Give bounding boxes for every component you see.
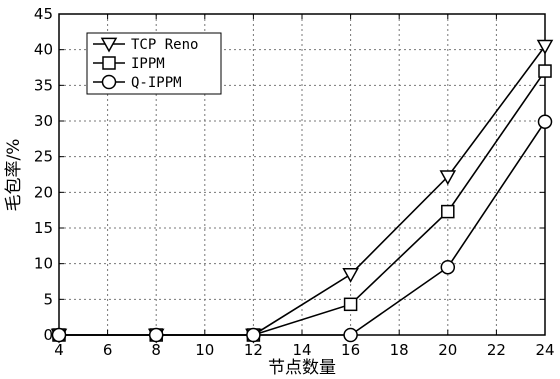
data-point-marker <box>343 297 358 312</box>
data-point-marker <box>342 268 359 283</box>
series-line <box>59 121 546 336</box>
y-tick-label: 5 <box>43 290 53 308</box>
x-tick-labels: 4 6 8 10 12 14 16 18 20 22 24 <box>54 341 554 359</box>
y-tick-label: 15 <box>34 219 53 237</box>
legend-marker <box>101 74 117 90</box>
y-tick-label: 20 <box>34 183 53 201</box>
y-axis-title: 毛包率/% <box>4 139 24 212</box>
legend-marker <box>100 37 118 53</box>
x-tick-label: 4 <box>54 341 64 359</box>
x-axis-title: 节点数量 <box>268 358 336 378</box>
x-tick-label: 16 <box>341 341 360 359</box>
data-point-marker <box>51 327 67 343</box>
legend-entry: IPPM <box>131 56 165 72</box>
x-tick-label: 10 <box>195 341 214 359</box>
legend-marker <box>102 56 116 70</box>
legend: TCP Reno IPPM Q-IPPM <box>86 32 222 95</box>
y-tick-label: 45 <box>34 5 53 23</box>
data-point-marker <box>246 327 261 343</box>
data-point-marker <box>148 327 164 343</box>
y-tick-label: 0 <box>43 326 53 344</box>
data-point-marker <box>536 39 554 55</box>
data-point-marker <box>440 259 456 275</box>
legend-entry: TCP Reno <box>131 37 198 53</box>
x-tick-label: 8 <box>151 341 161 359</box>
data-point-marker <box>537 114 553 129</box>
y-tick-label: 25 <box>34 148 53 166</box>
x-tick-label: 18 <box>390 341 409 359</box>
x-tick-label: 12 <box>244 341 263 359</box>
data-point-marker <box>439 170 457 186</box>
y-tick-label: 35 <box>34 76 53 94</box>
series-q-ippm <box>51 114 553 343</box>
data-point-marker <box>538 64 552 78</box>
data-point-marker <box>441 204 455 219</box>
y-tick-label: 40 <box>34 41 53 59</box>
x-tick-label: 24 <box>535 341 554 359</box>
x-tick-label: 20 <box>438 341 457 359</box>
y-tick-label: 30 <box>34 112 53 130</box>
y-tick-label: 10 <box>34 255 53 273</box>
y-tick-labels: 0 5 10 15 20 25 30 35 40 45 <box>34 5 53 344</box>
data-point-marker <box>343 327 358 343</box>
legend-entry: Q-IPPM <box>131 75 182 91</box>
x-tick-label: 6 <box>103 341 113 359</box>
x-tick-label: 14 <box>292 341 311 359</box>
x-tick-label: 22 <box>487 341 506 359</box>
series-group <box>50 39 554 344</box>
